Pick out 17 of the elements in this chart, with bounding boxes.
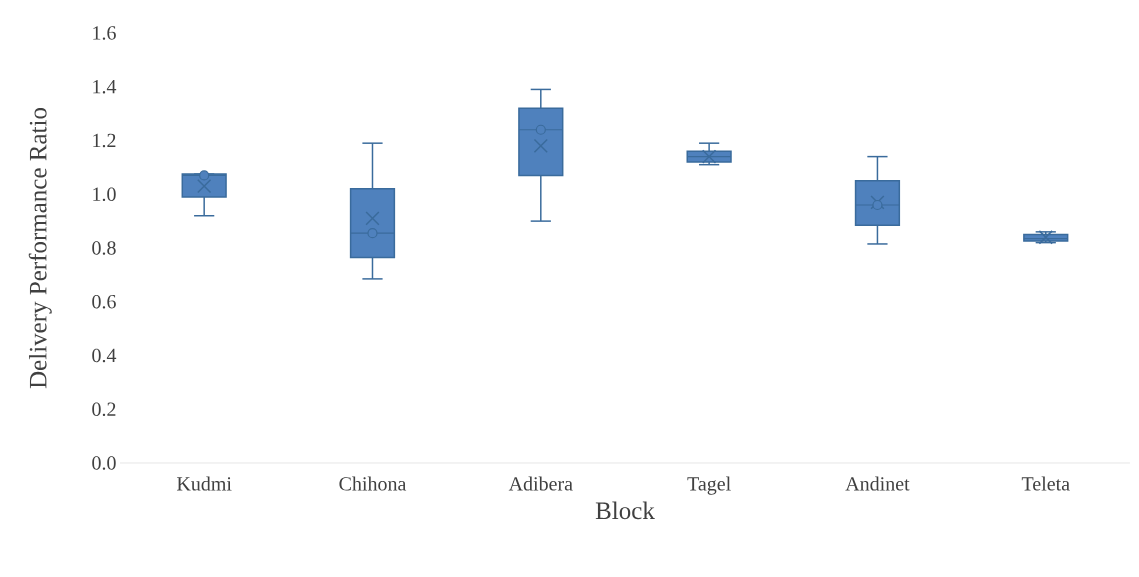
y-tick-label: 1.6 xyxy=(93,26,116,40)
y-tick-label: 1.4 xyxy=(93,79,117,94)
x-tick-label: Teleta xyxy=(1021,476,1070,491)
y-tick-label: 0.6 xyxy=(92,294,116,309)
y-tick-label: 0.0 xyxy=(92,456,116,470)
y-tick-label: 0.2 xyxy=(92,402,116,417)
x-tick-label: Andinet xyxy=(845,476,910,491)
x-tick-label: Tagel xyxy=(687,476,731,495)
y-axis-title: Delivery Performance Ratio xyxy=(28,108,52,389)
y-tick-label: 1.0 xyxy=(93,187,116,202)
y-tick-label: 1.2 xyxy=(93,133,116,148)
y-tick-label: 0.4 xyxy=(92,348,117,363)
x-tick-label: Adibera xyxy=(508,476,573,491)
x-tick-label: Chihona xyxy=(339,476,407,491)
x-axis-title: Block xyxy=(595,501,655,520)
y-tick-label: 0.8 xyxy=(92,241,116,255)
x-tick-label: Kudmi xyxy=(176,476,232,491)
